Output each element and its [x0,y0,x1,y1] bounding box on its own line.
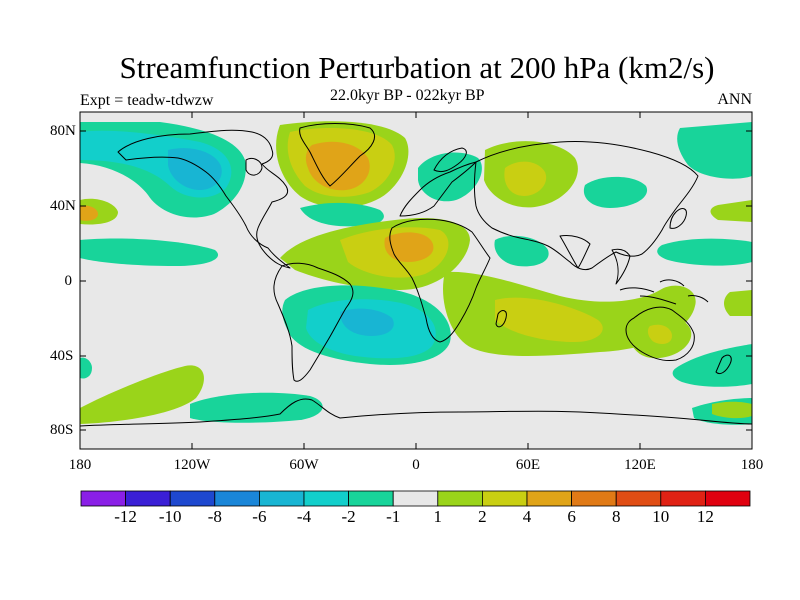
contour-yellow-asia [504,161,547,196]
experiment-label: Expt = teadw-tdwzw [80,92,214,109]
lon-label-0: 0 [412,457,420,473]
colorbar-swatch-13 [660,490,706,507]
colorbar-label-2: -8 [207,507,222,526]
contour-yellowgreen-southern-ocean-east [712,401,752,419]
colorbar-swatch-2 [169,490,216,507]
coastline-antarctica [79,398,753,427]
lat-label-40n: 40N [50,198,76,214]
colorbar-label-3: -6 [252,507,267,526]
colorbar-label-11: 8 [611,507,621,526]
lon-ticks [191,112,641,449]
colorbar [80,490,751,507]
lon-label-180e: 180 [740,457,764,473]
coastline-new-zealand [715,354,732,375]
colorbar-label-8: 2 [478,507,487,526]
contour-green-south-pacific-small [80,357,92,379]
contour-green-south-pacific-east [672,344,752,387]
contour-orange-africa [384,232,434,262]
colorbar-label-6: -1 [386,507,401,526]
contour-green-siberia [583,176,648,208]
lat-label-80n: 80N [50,123,76,139]
coastlines [79,123,753,427]
coastline-hudson-bay [245,157,263,176]
colorbar-label-7: 1 [433,507,443,526]
colorbar-swatch-0 [80,490,126,507]
colorbar-swatch-4 [258,490,305,507]
colorbar-swatch-9 [481,490,528,507]
contour-green-europe [300,202,384,227]
colorbar-swatch-1 [125,490,171,507]
colorbar-swatch-6 [348,490,394,507]
coastline-japan [669,208,687,229]
contour-cyan-deep-south-atlantic [340,308,394,336]
colorbar-swatch-5 [303,490,349,507]
lon-label-120w: 120W [173,457,211,473]
lat-ticks [80,130,752,431]
coastline-africa [389,218,491,343]
coastline-asia [474,141,699,271]
contour-green-east-africa [494,235,549,267]
colorbar-label-0: -12 [114,507,137,526]
time-period-label: 22.0kyr BP - 022kyr BP [330,87,485,104]
lon-label-120e: 120E [624,457,656,473]
plot-title: Streamfunction Perturbation at 200 hPa (… [119,50,715,85]
colorbar-label-9: 4 [522,507,532,526]
colorbar-label-12: 10 [652,507,670,526]
colorbar-swatch-7 [392,490,439,507]
coastline-greenland [299,123,375,187]
contour-orange-west-pacific [80,205,98,221]
lat-label-0: 0 [64,273,73,289]
contour-green-central-pacific [80,238,219,266]
coastline-south-america [273,262,354,382]
lat-label-40s: 40S [50,348,74,364]
colorbar-swatch-12 [615,490,662,507]
colorbar-swatch-3 [214,490,260,507]
colorbar-label-13: 12 [696,507,714,526]
contour-green-east-pacific-north [657,238,752,266]
coastline-maritime-continent [619,279,709,305]
coastline-australia [625,306,695,361]
colorbar-label-5: -2 [341,507,356,526]
contour-green-midpacific [710,200,752,222]
colorbar-label-10: 6 [567,507,576,526]
colorbar-swatch-8 [437,490,483,507]
colorbar-swatch-11 [571,490,617,507]
season-label: ANN [717,91,752,108]
coastline-india [559,235,591,269]
colorbar-swatch-10 [526,490,572,507]
lon-label-60w: 60W [289,457,319,473]
contour-yellow-indian [495,297,603,342]
coastline-madagascar [495,310,507,328]
contour-yellow-australia [647,324,672,344]
contour-orange-greenland [305,141,370,191]
coastline-scandinavia [433,147,467,173]
contour-yellowgreen-south-pacific-west [80,365,204,424]
contour-green-southern-ocean [190,392,323,423]
contour-green-north-pacific-east [677,122,752,179]
colorbar-label-4: -4 [296,507,312,526]
coastline-southeast-asia [611,248,631,285]
lat-label-80s: 80S [50,422,74,438]
lon-label-60e: 60E [515,457,541,473]
contour-yellowgreen-south-pacific-east [724,290,752,316]
coastline-north-america [117,129,291,269]
lon-label-180w: 180 [68,457,92,473]
colorbar-label-1: -10 [158,507,182,526]
colorbar-swatch-14 [705,490,751,507]
